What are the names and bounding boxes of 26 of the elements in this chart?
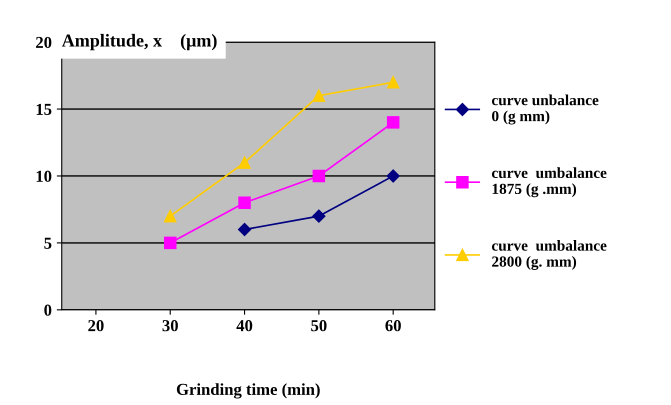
point xyxy=(164,210,176,222)
point xyxy=(386,116,400,129)
chart-title: Amplitude, x (μm) xyxy=(62,34,217,50)
y-tick-label: 20 xyxy=(36,36,52,48)
y-tick-label: 5 xyxy=(44,238,52,249)
y-tick-label: 15 xyxy=(36,104,52,115)
y-tick-label: 0 xyxy=(44,304,52,316)
point xyxy=(238,196,251,209)
point xyxy=(312,210,326,223)
legend-label: curve umbalance 2800 (g. mm) xyxy=(492,240,606,270)
point xyxy=(164,236,176,250)
point xyxy=(238,222,252,236)
point xyxy=(312,170,326,182)
legend-label: curve umbalance 1875 (g .mm) xyxy=(492,167,606,198)
x-tick-label: 50 xyxy=(311,320,327,332)
x-tick-label: 60 xyxy=(385,320,401,332)
point xyxy=(312,89,326,102)
x-axis-title: Grinding time (min) xyxy=(176,383,320,399)
x-tick-label: 30 xyxy=(162,320,178,332)
legend-label: curve unbalance 0 (g mm) xyxy=(492,94,598,124)
point xyxy=(386,76,400,89)
point xyxy=(386,169,400,183)
x-tick-label: 20 xyxy=(88,320,104,332)
point xyxy=(238,156,251,169)
x-tick-label: 40 xyxy=(236,320,252,332)
y-tick-label: 10 xyxy=(36,170,52,182)
